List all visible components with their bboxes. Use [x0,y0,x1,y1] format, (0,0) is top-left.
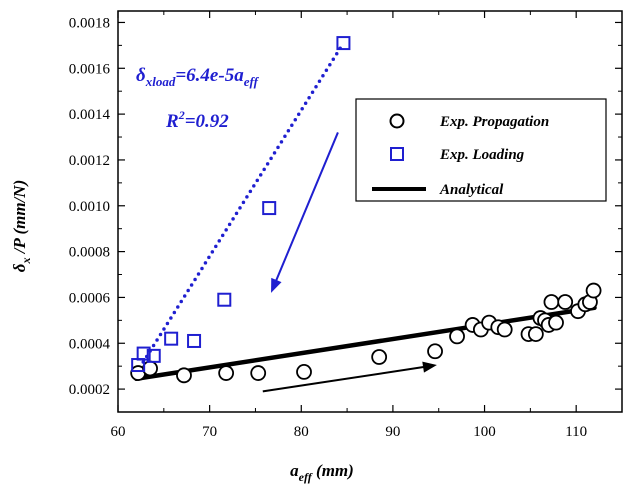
loading-point [336,36,351,51]
loading-point [217,292,232,307]
legend-label-propagation: Exp. Propagation [439,114,549,130]
plot-frame [117,10,623,413]
loading-point [262,201,277,216]
legend-box [355,98,607,202]
loading-point [136,346,151,361]
y-tick-label: 0.0004 [69,336,111,352]
propagation-point [250,365,267,381]
x-axis-title: aeff (mm) [290,461,354,484]
propagation-point [371,349,388,365]
legend-label-analytical: Analytical [439,182,504,198]
y-tick-label: 0.0010 [69,199,110,215]
propagation-point [218,365,235,381]
y-tick-label: 0.0006 [69,290,111,306]
r-squared-annotation: R2=0.92 [165,108,229,132]
propagation-point [543,294,560,310]
annotation-arrows [262,132,437,393]
loading-direction-arrow [272,132,339,288]
x-tick-label: 70 [202,424,217,440]
propagation-direction-arrow [262,364,432,393]
propagation-point [585,282,602,299]
propagation-point [548,314,564,331]
x-tick-label: 110 [565,424,587,440]
equation-annotation: δxload=6.4e-5aeff [136,65,260,89]
y-tick-label: 0.0008 [69,245,110,261]
y-tick-label: 0.0014 [69,107,111,123]
legend-circle-marker [389,113,405,129]
loading-point [146,348,161,363]
propagation-point [449,328,465,345]
propagation-point [296,363,312,380]
y-tick-label: 0.0018 [69,15,110,31]
propagation-point [557,294,574,310]
arrowhead [422,361,437,373]
x-tick-label: 80 [294,424,309,440]
loading-point [187,333,202,348]
y-tick-label: 0.0002 [69,382,110,398]
propagation-point [496,321,513,338]
y-tick-label: 0.0016 [69,61,111,77]
propagation-point [142,360,158,377]
legend-label-loading: Exp. Loading [439,147,525,163]
x-tick-label: 100 [473,424,496,440]
analytical-line [134,305,597,382]
loading-point [164,331,179,346]
propagation-point [527,326,544,342]
y-axis-ticks: 0.0002 0.0004 0.0006 0.0008 0.0010 0.0012 0.00… [69,15,622,398]
series-markers [130,36,602,384]
y-tick-label: 0.0012 [69,153,110,169]
plot-area-border [117,10,623,413]
propagation-point [176,367,192,384]
legend: Exp. Propagation Exp. Loading Analytical [355,98,607,202]
series-lines [134,41,597,382]
legend-square-marker [390,147,404,161]
arrowhead [271,277,282,293]
x-tick-label: 90 [385,424,400,440]
y-axis-title: δx /P (mm/N) [10,180,33,272]
loading-fit-line [134,41,346,375]
propagation-point [427,343,443,360]
x-axis-ticks: 60 70 80 90 100 110 [111,11,587,440]
x-tick-label: 60 [111,424,126,440]
